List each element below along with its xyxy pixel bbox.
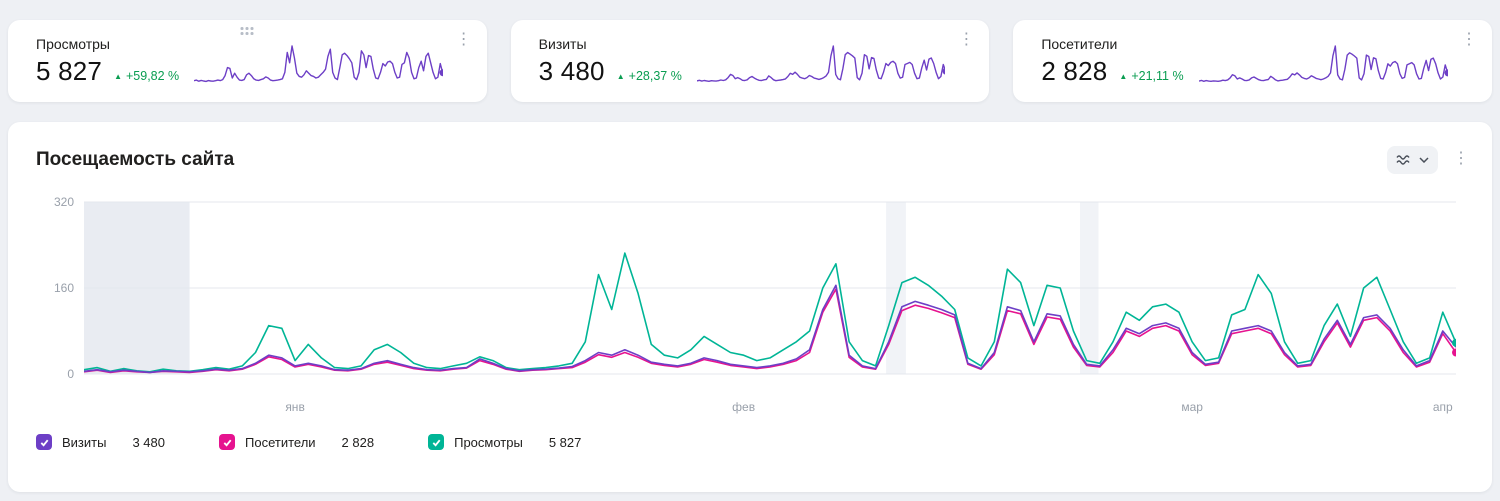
kpi-title: Визиты [538, 36, 587, 52]
kpi-delta-value: +59,82 % [126, 69, 180, 83]
legend-label: Посетители [245, 434, 316, 450]
kpi-text-block: Визиты 3 480 ▲ +28,37 % [539, 35, 697, 90]
kpi-value: 2 828 [1041, 56, 1108, 86]
x-axis-label: апр [1432, 400, 1453, 414]
check-icon [223, 439, 231, 447]
smoothing-icon [1396, 155, 1410, 165]
legend-value: 3 480 [132, 434, 165, 450]
kebab-menu-icon[interactable]: ⋮ [1460, 31, 1477, 48]
legend-item-pageviews[interactable]: Просмотры 5 827 [428, 434, 581, 450]
checkbox-visitors[interactable] [219, 434, 235, 450]
triangle-up-icon: ▲ [1119, 72, 1128, 81]
kpi-card-pageviews: Просмотры 5 827 ▲ +59,82 % ⋮ [8, 20, 487, 102]
y-axis: 0 160 320 [36, 195, 74, 396]
check-icon [432, 439, 441, 447]
traffic-chart-card: Посещаемость сайта ⋮ 0 160 320 янв фев м [8, 122, 1492, 492]
legend-value: 5 827 [548, 434, 582, 450]
chevron-down-icon [1419, 157, 1429, 163]
kpi-delta: ▲ +59,82 % [114, 69, 179, 83]
drag-handle-icon[interactable] [240, 27, 254, 35]
check-icon [40, 439, 48, 447]
chart-title: Посещаемость сайта [36, 149, 235, 170]
traffic-chart-plot[interactable] [84, 196, 1456, 396]
kpi-card-visitors: Посетители 2 828 ▲ +21,11 % ⋮ [1013, 20, 1492, 102]
kpi-delta-value: +28,37 % [628, 69, 682, 83]
legend-value: 2 828 [341, 434, 375, 450]
legend-item-visitors[interactable]: Посетители 2 828 [219, 434, 374, 450]
x-axis-label: фев [732, 400, 756, 414]
chart-legend: Визиты 3 480 Посетители 2 828 Прос [36, 434, 1464, 450]
x-axis: янв фев мар апр [84, 396, 1456, 420]
traffic-chart[interactable]: 0 160 320 янв фев мар апр [36, 195, 1456, 420]
kpi-title: Просмотры [36, 36, 110, 52]
kpi-delta: ▲ +28,37 % [617, 69, 682, 83]
checkbox-visits[interactable] [36, 434, 52, 450]
y-axis-label: 160 [53, 281, 74, 295]
x-axis-label: янв [285, 400, 305, 414]
legend-label: Просмотры [454, 434, 523, 450]
chart-type-button[interactable] [1387, 146, 1438, 174]
kebab-menu-icon[interactable]: ⋮ [1453, 150, 1469, 167]
triangle-up-icon: ▲ [616, 72, 625, 81]
kpi-title: Посетители [1041, 36, 1118, 52]
legend-label: Визиты [62, 434, 107, 450]
kpi-delta-value: +21,11 % [1131, 69, 1184, 83]
kpi-value: 3 480 [538, 56, 605, 86]
y-axis-label: 0 [67, 367, 74, 381]
sparkline-visitors [1199, 42, 1448, 86]
kebab-menu-icon[interactable]: ⋮ [455, 31, 472, 48]
kpi-text-block: Посетители 2 828 ▲ +21,11 % [1041, 35, 1199, 90]
kebab-menu-icon[interactable]: ⋮ [958, 31, 975, 48]
y-axis-label: 320 [53, 195, 74, 209]
kpi-row: Просмотры 5 827 ▲ +59,82 % ⋮ Визиты 3 48… [8, 20, 1492, 102]
kpi-value: 5 827 [36, 56, 103, 86]
kpi-delta: ▲ +21,11 % [1119, 69, 1183, 83]
kpi-card-visits: Визиты 3 480 ▲ +28,37 % ⋮ [510, 20, 990, 102]
sparkline-pageviews [194, 42, 443, 86]
kpi-text-block: Просмотры 5 827 ▲ +59,82 % [36, 35, 194, 90]
sparkline-visits [697, 42, 946, 86]
checkbox-pageviews[interactable] [428, 434, 445, 450]
x-axis-label: мар [1181, 400, 1203, 414]
triangle-up-icon: ▲ [114, 72, 122, 81]
legend-item-visits[interactable]: Визиты 3 480 [36, 434, 165, 450]
